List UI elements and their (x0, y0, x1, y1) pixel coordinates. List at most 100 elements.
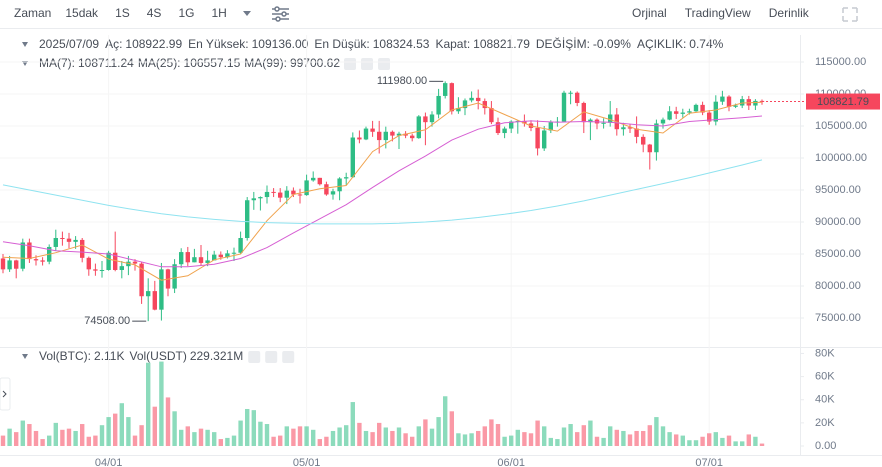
candle-body (410, 135, 415, 139)
volume-bar (713, 432, 718, 446)
volume-bar (225, 437, 230, 446)
ma-value: 108711.24 (78, 56, 134, 70)
volume-bar (443, 396, 448, 446)
candle-body (99, 269, 105, 271)
volume-bar (495, 424, 501, 446)
interval-button[interactable]: 1H (211, 6, 226, 20)
candle-body (693, 104, 699, 112)
interval-button[interactable]: 15dak (65, 6, 99, 20)
candle-body (198, 257, 204, 263)
last-price-label: 108821.79 (817, 96, 869, 108)
side-toggle-arrow (2, 390, 7, 398)
volume-bar (311, 429, 316, 446)
info-label: DEĞİŞİM: (536, 36, 590, 51)
vol-value: 2.11K (94, 349, 124, 363)
vol-label: Vol(USDT) (129, 349, 186, 363)
interval-button[interactable]: 1S (115, 6, 130, 20)
volume-bar (502, 436, 507, 446)
candle-body (429, 114, 435, 123)
candle-body (476, 97, 481, 102)
candle-body (667, 111, 672, 120)
volume-bar (654, 417, 659, 446)
candle-body (482, 101, 487, 109)
candle-body (231, 252, 237, 254)
legend-icon[interactable] (344, 58, 357, 70)
view-button[interactable]: Derinlik (769, 6, 810, 20)
view-button[interactable]: Orjinal (632, 6, 667, 20)
candle-body (502, 128, 507, 134)
info-value: 109136.00 (252, 37, 309, 51)
volume-bar (152, 406, 157, 446)
candle-body (674, 111, 679, 114)
volume-bar (674, 434, 679, 446)
candle-body (416, 116, 421, 139)
volume-bar (542, 426, 547, 446)
candle-body (509, 121, 514, 129)
volume-bar (370, 432, 375, 446)
volume-bar (515, 429, 520, 446)
interval-button[interactable]: 4S (147, 6, 162, 20)
volume-bar (291, 428, 296, 446)
candle-body (568, 92, 573, 94)
volume-bar (641, 430, 646, 446)
candle-body (449, 83, 454, 112)
legend-icon[interactable] (265, 351, 278, 363)
candle-body (0, 258, 6, 270)
toolbar-label: Zaman (14, 6, 51, 20)
x-tick-label: 05/01 (293, 457, 321, 467)
candle-body (185, 252, 190, 263)
volume-bar (594, 436, 600, 446)
volume-bar (205, 429, 210, 446)
candle-body (575, 92, 580, 103)
x-tick-label: 06/01 (497, 457, 525, 467)
candle-body (680, 112, 685, 114)
candle-body (159, 269, 164, 310)
collapse-icon[interactable] (22, 42, 28, 47)
legend-icon[interactable] (248, 351, 261, 363)
volume-bar (99, 425, 105, 446)
y-tick-label: 85000.00 (815, 248, 861, 260)
volume-bar (278, 435, 283, 446)
legend-icon[interactable] (378, 58, 391, 70)
candle-body (753, 100, 758, 106)
candle-body (172, 264, 177, 289)
info-label: Aç: (105, 37, 122, 51)
volume-bar (126, 417, 131, 446)
volume-bar (469, 433, 474, 446)
candle-body (720, 96, 725, 102)
volume-bar (667, 432, 672, 446)
candle-body (66, 238, 72, 242)
legend-icon[interactable] (361, 58, 374, 70)
volume-bar (40, 439, 45, 446)
annotation-label: 111980.00 (377, 75, 427, 87)
info-label: Kapat: (435, 37, 470, 51)
dropdown-icon[interactable] (243, 11, 251, 16)
candle-body (423, 116, 428, 123)
fullscreen-icon[interactable] (842, 7, 858, 22)
candle-body (707, 112, 712, 122)
vol-label: Vol(BTC): (39, 349, 91, 363)
volume-bar (344, 425, 349, 446)
candle-body (443, 83, 448, 96)
interval-button[interactable]: 1G (178, 6, 194, 20)
volume-bar (132, 435, 138, 446)
candle-body (337, 178, 342, 192)
volume-bar (337, 427, 342, 446)
volume-bar (53, 422, 58, 446)
legend-icon[interactable] (282, 351, 295, 363)
info-label: En Yüksek: (188, 37, 248, 51)
candle-body (119, 266, 124, 270)
volume-bar (330, 430, 336, 446)
candle-body (297, 194, 303, 196)
collapse-icon[interactable] (22, 354, 28, 359)
candle-body (93, 269, 98, 271)
volume-bar (304, 426, 309, 446)
candle-body (106, 252, 111, 270)
candle-body (495, 122, 501, 134)
candle-body (73, 239, 78, 242)
candle-body (390, 131, 395, 136)
view-button[interactable]: TradingView (685, 6, 751, 20)
side-toggle[interactable] (0, 377, 11, 411)
settings-icon[interactable] (272, 6, 289, 22)
ma-value: 99700.62 (290, 56, 340, 70)
